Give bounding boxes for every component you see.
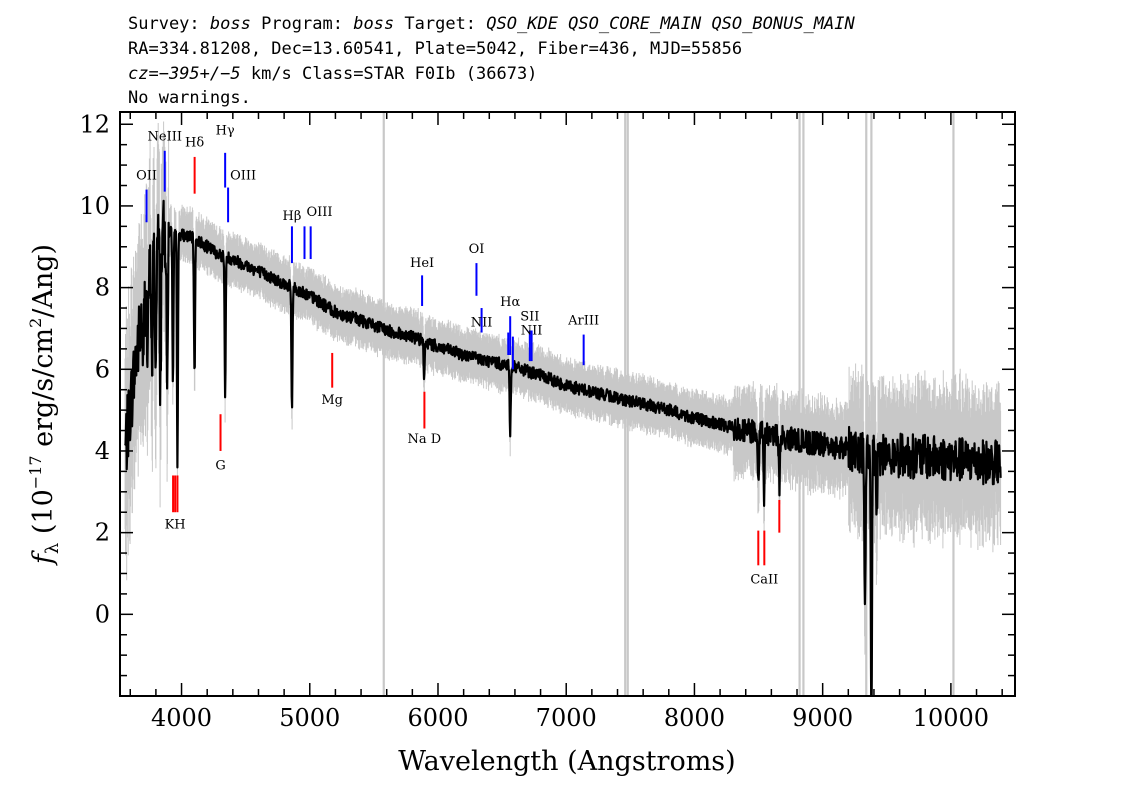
header-line-2: RA=334.81208, Dec=13.60541, Plate=5042, …: [128, 39, 743, 59]
x-tick-label-5: 9000: [792, 704, 853, 732]
line-label-2: Hδ: [185, 136, 204, 151]
header-line-1: Survey: boss Program: boss Target: QSO_K…: [128, 14, 855, 34]
line-label-22: G: [215, 458, 225, 473]
plot-area: [124, 112, 1002, 696]
flux-line: [124, 199, 1002, 696]
line-label-1: NeIII: [148, 130, 182, 145]
y-tick-label-6: 12: [79, 110, 110, 138]
line-label-16: SII: [520, 309, 539, 324]
header-line-4: No warnings.: [128, 88, 251, 108]
line-label-18: ArIII: [567, 313, 599, 328]
plot-frame: [119, 111, 1016, 697]
line-label-0: OII: [136, 168, 157, 183]
y-tick-label-2: 4: [95, 437, 110, 465]
line-label-19: KH: [165, 518, 186, 533]
line-label-23: CaII: [750, 573, 778, 588]
y-axis-title: fλ (10−17 erg/s/cm2/Ang): [26, 244, 63, 566]
line-label-5: Hβ: [283, 209, 302, 224]
y-tick-label-5: 10: [79, 192, 110, 220]
header-line-3: cz=−395+/−5 km/s Class=STAR F0Ib (36673): [128, 64, 538, 84]
line-label-13: Hα: [500, 295, 520, 310]
x-tick-label-4: 8000: [664, 704, 725, 732]
line-label-6: OIII: [307, 205, 333, 220]
line-label-12: NII: [471, 315, 493, 330]
x-tick-label-0: 4000: [151, 704, 212, 732]
y-tick-label-1: 2: [95, 519, 110, 547]
line-label-9: HeI: [410, 256, 434, 271]
x-tick-label-3: 7000: [536, 704, 597, 732]
line-label-10: Na D: [408, 432, 442, 447]
y-tick-label-0: 0: [95, 600, 110, 628]
line-label-4: OIII: [230, 168, 256, 183]
y-tick-label-3: 6: [95, 355, 110, 383]
line-label-11: OI: [469, 242, 485, 257]
x-tick-label-6: 10000: [913, 704, 989, 732]
y-tick-label-4: 8: [95, 274, 110, 302]
x-tick-label-2: 6000: [407, 704, 468, 732]
line-label-3: Hγ: [216, 123, 235, 138]
x-axis-title: Wavelength (Angstroms): [398, 746, 735, 777]
line-label-17: NII: [521, 324, 543, 339]
line-label-8: Mg: [321, 393, 343, 408]
x-tick-label-1: 5000: [279, 704, 340, 732]
